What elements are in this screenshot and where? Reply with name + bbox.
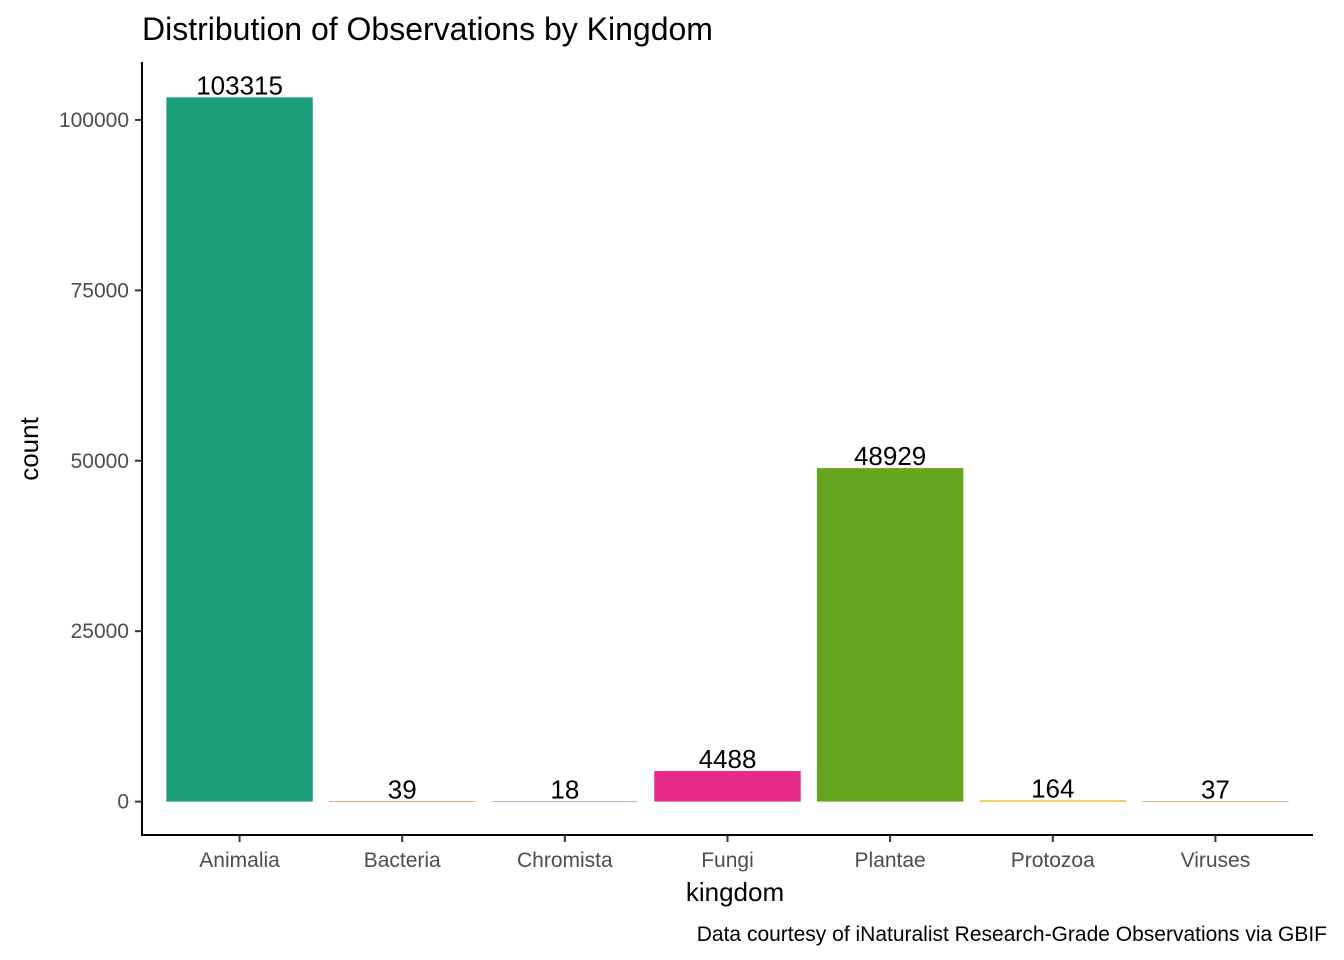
y-tick-label: 0 [117,791,129,814]
bar-protozoa [979,800,1126,802]
bar-plantae [816,468,964,802]
x-tick-label-fungi: Fungi [701,849,754,872]
y-axis-ticks: 0 25000 50000 75000 100000 [59,109,142,814]
x-tick-label-plantae: Plantae [855,849,926,872]
x-tick-label-bacteria: Bacteria [364,849,441,872]
bar-chromista [491,801,639,802]
y-tick-label: 25000 [71,620,129,643]
data-label-bacteria: 39 [388,774,417,804]
bars-group [166,97,1289,802]
bar-animalia [166,97,313,802]
data-label-animalia: 103315 [196,70,283,100]
bar-bacteria [329,801,476,802]
data-label-viruses: 37 [1201,774,1230,804]
x-tick-label-protozoa: Protozoa [1011,849,1095,872]
x-axis-title: kingdom [686,877,784,907]
data-label-protozoa: 164 [1031,773,1074,803]
data-labels-group: 103315 39 18 4488 48929 164 37 [196,70,1230,804]
chart-title: Distribution of Observations by Kingdom [142,11,713,47]
y-tick-label: 75000 [71,279,129,302]
x-tick-label-viruses: Viruses [1181,849,1251,872]
data-label-plantae: 48929 [854,441,926,471]
bar-viruses [1142,801,1289,802]
y-tick-label: 50000 [71,450,129,473]
x-tick-label-animalia: Animalia [199,849,280,872]
y-tick-label: 100000 [59,109,129,132]
y-axis-title: count [14,416,44,480]
x-axis-ticks: Animalia Bacteria Chromista Fungi Plantae Pro… [199,835,1250,872]
data-label-chromista: 18 [550,774,579,804]
chart-caption: Data courtesy of iNaturalist Research-Gr… [697,923,1327,946]
x-tick-label-chromista: Chromista [517,849,613,872]
data-label-fungi: 4488 [699,744,757,774]
bar-fungi [654,771,801,802]
